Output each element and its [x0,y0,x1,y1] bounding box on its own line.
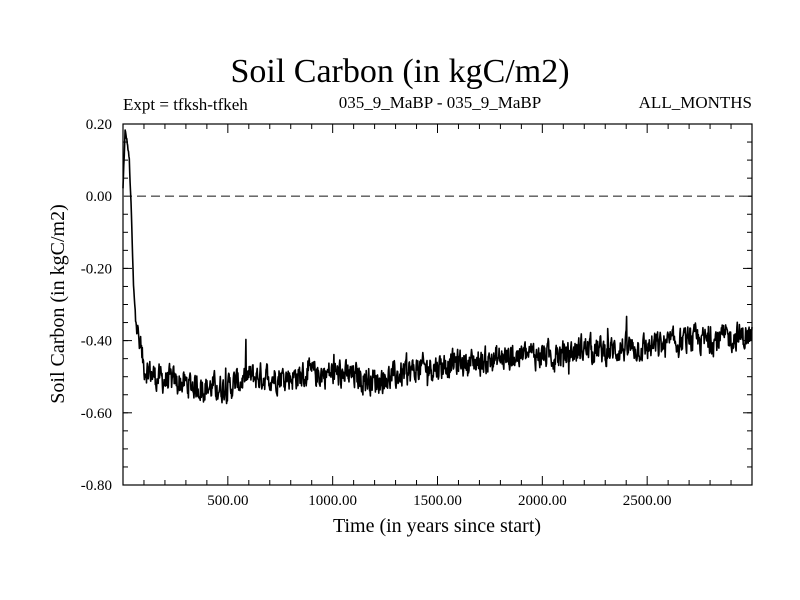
x-axis-label: Time (in years since start) [333,515,541,537]
y-tick-label: -0.60 [81,406,112,422]
ticks: 0.20 0.00 -0.20 -0.40 -0.60 -0.80 500.00 1000.0… [81,117,752,509]
x-tick-label: 1500.00 [413,493,462,509]
plot-svg: 0.20 0.00 -0.20 -0.40 -0.60 -0.80 500.00 1000.0… [0,0,800,600]
plot-frame [123,124,752,485]
y-tick-label: 0.00 [86,189,112,205]
x-tick-label: 2000.00 [518,493,567,509]
x-tick-label: 2500.00 [623,493,672,509]
x-tick-label: 1000.00 [308,493,357,509]
y-tick-label: -0.80 [81,478,112,494]
y-tick-label: 0.20 [86,117,112,133]
series-line [123,130,752,404]
x-tick-label: 500.00 [207,493,248,509]
chart: Soil Carbon (in kgC/m2) Expt = tfksh-tfk… [0,0,800,600]
y-tick-label: -0.20 [81,261,112,277]
y-axis-label: Soil Carbon (in kgC/m2) [47,204,69,403]
y-tick-label: -0.40 [81,334,112,350]
